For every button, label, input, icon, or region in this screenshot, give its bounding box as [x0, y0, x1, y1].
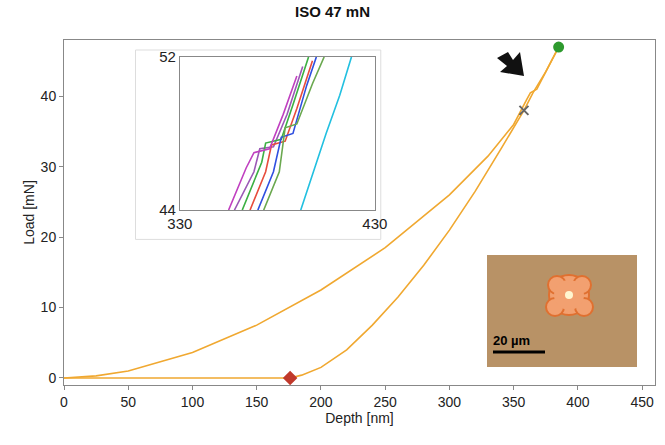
- svg-text:450: 450: [630, 394, 654, 410]
- svg-text:ISO 47 mN: ISO 47 mN: [295, 3, 370, 20]
- svg-text:430: 430: [362, 215, 387, 232]
- svg-text:40: 40: [41, 88, 57, 104]
- svg-text:44: 44: [159, 201, 176, 218]
- svg-text:250: 250: [374, 394, 398, 410]
- svg-text:330: 330: [167, 215, 192, 232]
- svg-text:100: 100: [181, 394, 205, 410]
- svg-text:300: 300: [438, 394, 462, 410]
- svg-text:50: 50: [120, 394, 136, 410]
- svg-text:Depth [nm]: Depth [nm]: [325, 410, 393, 426]
- svg-text:20: 20: [41, 229, 57, 245]
- svg-text:52: 52: [159, 48, 176, 65]
- svg-text:Load [mN]: Load [mN]: [21, 180, 37, 245]
- svg-text:10: 10: [41, 299, 57, 315]
- svg-text:0: 0: [48, 370, 56, 386]
- svg-text:150: 150: [245, 394, 269, 410]
- svg-text:400: 400: [566, 394, 590, 410]
- svg-text:30: 30: [41, 159, 57, 175]
- svg-text:200: 200: [309, 394, 333, 410]
- html-text:20 µm: 20 µm: [493, 333, 531, 348]
- svg-text:0: 0: [60, 394, 68, 410]
- svg-text:350: 350: [502, 394, 526, 410]
